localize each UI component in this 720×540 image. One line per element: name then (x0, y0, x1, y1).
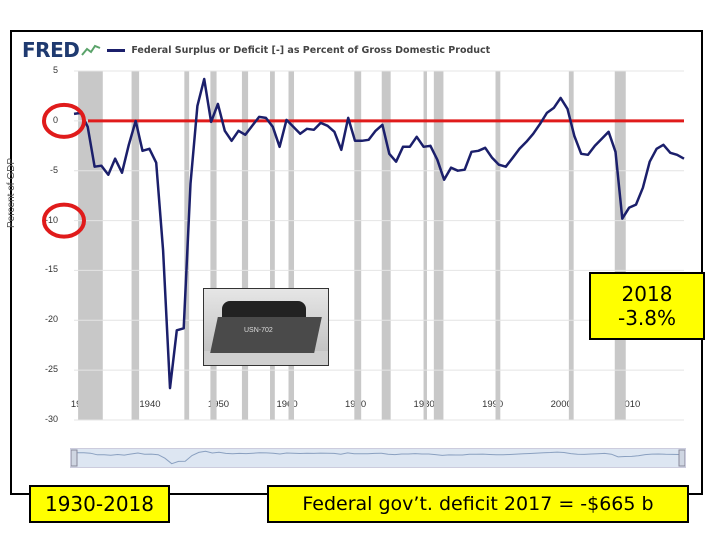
recession-band (288, 71, 295, 420)
recession-band (568, 71, 574, 420)
highlight-circle (42, 102, 86, 139)
recession-band (381, 71, 391, 420)
x-tick-label: 1960 (276, 399, 298, 410)
fred-header: FRED Federal Surplus or Deficit [-] as P… (22, 38, 490, 62)
series-line (73, 77, 685, 390)
landing-craft-photo: USN-702 (203, 288, 329, 366)
deficit-note: Federal gov’t. deficit 2017 = -$665 b (302, 493, 654, 515)
recession-band (495, 71, 501, 420)
series-legend-swatch (107, 48, 126, 52)
y-tick-label: 0 (52, 114, 58, 125)
recession-band (423, 71, 427, 420)
photo-soldiers (222, 301, 306, 321)
x-tick-label: 1940 (139, 399, 161, 410)
slider-mini-chart (71, 449, 685, 467)
x-tick-label: 2000 (550, 399, 572, 410)
y-tick-label: -10 (44, 214, 58, 225)
callout-2018: 2018 -3.8% (589, 272, 705, 340)
y-tick-label: -30 (44, 414, 58, 424)
fred-chart-icon (81, 44, 101, 56)
highlight-circle (42, 202, 86, 239)
y-tick-label: -15 (44, 264, 58, 275)
highlight-circles (42, 102, 86, 239)
series-title: Federal Surplus or Deficit [-] as Percen… (131, 44, 491, 56)
y-tick-label: -5 (49, 164, 58, 175)
x-tick-label: 1950 (207, 399, 230, 410)
date-range-slider[interactable] (70, 448, 686, 468)
fred-logo: FRED (22, 38, 80, 62)
photo-caption: USN-702 (244, 327, 273, 334)
gridlines (74, 70, 684, 421)
photo-water (204, 351, 328, 365)
range-label-box: 1930-2018 (29, 485, 170, 523)
y-tick-label: 5 (52, 65, 58, 75)
recession-bands (78, 71, 626, 420)
callout-2018-year: 2018 (621, 282, 673, 306)
recession-band (433, 71, 444, 420)
recession-band (614, 71, 626, 420)
y-tick-label: -25 (44, 364, 58, 375)
range-label: 1930-2018 (44, 492, 154, 516)
recession-band (270, 71, 275, 420)
photo-boat-hull (210, 317, 322, 353)
callout-2018-value: -3.8% (617, 306, 677, 330)
recession-band (241, 71, 249, 420)
recession-band (354, 71, 362, 420)
deficit-note-box: Federal gov’t. deficit 2017 = -$665 b (267, 485, 689, 523)
recession-band (210, 71, 217, 420)
recession-band (131, 71, 140, 420)
x-tick-label: 2010 (619, 399, 641, 410)
x-tick-label: 1990 (482, 399, 504, 410)
y-tick-label: -20 (44, 314, 58, 325)
